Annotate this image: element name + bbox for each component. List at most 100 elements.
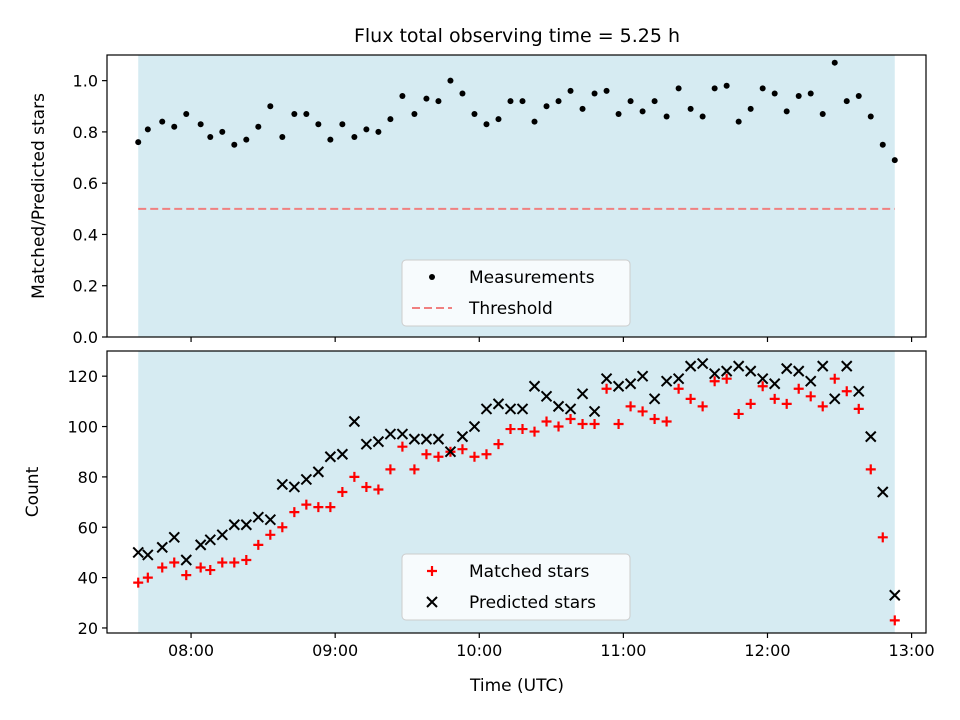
predicted-star-point [672,372,685,385]
predicted-star-point [889,589,901,601]
matched-star-point [553,421,564,432]
predicted-star-point [168,531,180,544]
measurement-point [651,98,658,105]
measurement-point [627,98,634,105]
measurement-point [303,110,310,117]
measurement-point [723,82,730,89]
y-tick-label: 0.2 [73,277,98,296]
predicted-star-point [504,403,517,415]
matched-star-point [205,565,216,576]
predicted-star-point [252,511,265,523]
predicted-star-point [156,541,168,554]
matched-star-point [253,539,264,550]
matched-star-point [241,554,252,565]
matched-star-point [385,464,396,475]
predicted-star-point [684,360,697,372]
measurement-point [663,113,670,120]
matched-star-point [517,424,528,435]
matched-star-point [195,562,206,573]
measurement-point [879,141,886,148]
matched-star-point [685,393,696,404]
matched-star-point [673,383,684,394]
legend-box [401,553,631,621]
measurement-point [471,110,478,117]
predicted-star-point [780,362,793,375]
measurement-point [197,121,204,128]
measurement-point [519,98,526,105]
measurement-point [363,126,370,133]
x-tick-label: 11:00 [600,641,646,660]
y-tick-label: 1.0 [73,72,98,91]
predicted-star-point [792,365,805,377]
measurement-point [315,121,322,128]
y-tick-label: 40 [78,569,98,588]
y-axis-label: Matched/Predicted stars [29,93,49,299]
measurement-point [735,118,742,125]
measurement-point [555,98,562,105]
predicted-star-point [300,473,313,486]
measurement-point [423,95,430,102]
y-tick-label: 0.4 [73,225,98,244]
matched-star-point [157,562,168,573]
x-tick-label: 09:00 [312,641,358,660]
matched-star-point [709,376,720,387]
chart-title: Flux total observing time = 5.25 h [354,25,680,47]
measurement-point [795,93,802,100]
measurement-point [759,85,766,92]
matched-star-point [142,572,153,583]
predicted-star-point [372,435,385,448]
y-tick-label: 20 [78,619,98,638]
ratio-panel: 0.0 0.2 0.4 0.6 0.8 1.0 Matched/Predicted star… [29,54,927,347]
predicted-star-point [720,365,733,377]
measurement-point [747,105,754,112]
legend-label: Threshold [468,299,553,319]
matched-star-point [397,441,408,452]
matched-star-point [625,401,636,412]
predicted-star-point [312,466,325,478]
measurement-point [831,59,838,66]
predicted-star-point [768,378,781,390]
matched-star-point [889,615,900,626]
matched-star-point [589,419,600,430]
measurement-point [351,134,358,141]
x-axis-label: Time (UTC) [469,676,564,696]
predicted-star-point [528,380,541,392]
matched-star-point [541,416,552,427]
matched-star-point [265,529,276,540]
predicted-star-point [817,360,829,372]
measurement-point [435,98,442,105]
x-tick-label: 13:00 [889,641,935,660]
predicted-star-point [420,433,433,445]
legend-label: Measurements [469,268,595,288]
matched-star-point [757,381,768,392]
y-tick-label: 0.6 [73,174,98,193]
predicted-star-point [276,478,289,491]
measurement-point [699,113,706,120]
matched-star-point [661,416,672,427]
predicted-star-point [732,360,745,372]
matched-star-point [469,451,480,462]
matched-star-point [133,577,144,588]
predicted-star-point [432,433,445,445]
measurement-point [411,110,418,117]
measurement-point [783,108,790,115]
measurement-point [603,87,610,94]
measurement-point [243,136,250,143]
predicted-star-point [480,403,493,415]
x-tick-label: 10:00 [456,641,502,660]
measurement-point [219,128,226,135]
x-tick-label: 08:00 [168,641,214,660]
matched-star-point [529,426,540,437]
matched-star-point [349,471,360,482]
measurement-point [255,123,262,130]
predicted-star-point [708,367,721,380]
matched-star-point [313,502,324,513]
predicted-star-point [180,554,192,566]
predicted-star-point [492,398,505,410]
matched-star-point [409,464,420,475]
matched-star-point [337,487,348,497]
matched-star-point [421,449,432,460]
matched-star-point [493,439,504,450]
matched-star-point [601,383,612,394]
